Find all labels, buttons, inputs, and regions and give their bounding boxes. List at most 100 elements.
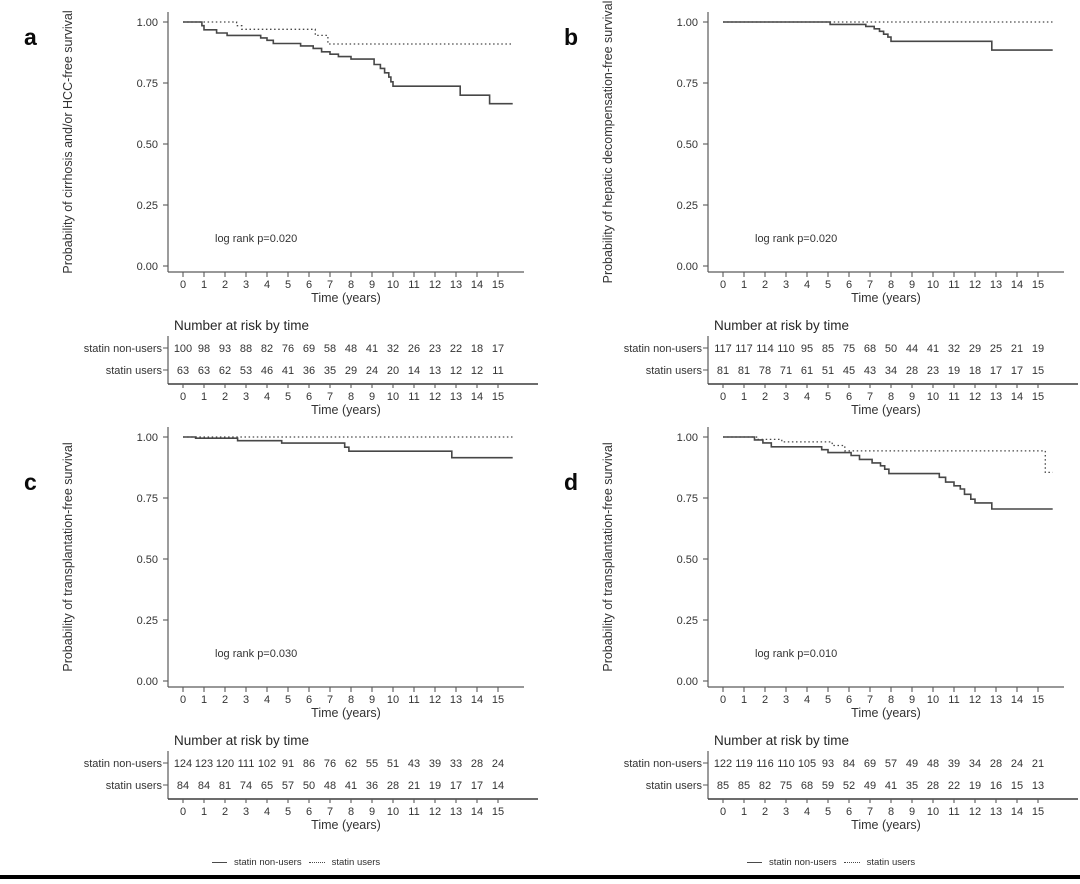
risk-count: 19	[969, 780, 981, 792]
risk-tick-label: 1	[741, 391, 747, 403]
risk-count: 19	[948, 365, 960, 377]
y-tick-label: 0.50	[677, 139, 698, 151]
x-tick-label: 5	[285, 694, 291, 706]
risk-tick-label: 15	[492, 391, 504, 403]
x-tick-label: 9	[369, 694, 375, 706]
risk-count: 41	[366, 343, 378, 355]
risk-count: 95	[801, 343, 813, 355]
x-tick-label: 6	[846, 694, 852, 706]
x-tick-label: 9	[369, 279, 375, 291]
risk-count: 17	[1011, 365, 1023, 377]
risk-count: 12	[450, 365, 462, 377]
risk-count: 18	[969, 365, 981, 377]
risk-tick-label: 8	[348, 391, 354, 403]
x-tick-label: 12	[429, 279, 441, 291]
y-tick-label: 0.75	[137, 493, 158, 505]
risk-count: 29	[345, 365, 357, 377]
risk-count: 69	[864, 758, 876, 770]
panel-a: a Probability of cirrhosis and/or HCC-fr…	[0, 0, 540, 418]
risk-count: 85	[822, 343, 834, 355]
risk-count: 28	[990, 758, 1002, 770]
risk-tick-label: 8	[348, 806, 354, 818]
risk-count: 32	[948, 343, 960, 355]
x-tick-label: 5	[825, 279, 831, 291]
y-tick-label: 0.75	[677, 78, 698, 90]
x-tick-label: 3	[783, 279, 789, 291]
risk-count: 19	[429, 780, 441, 792]
risk-count: 45	[843, 365, 855, 377]
risk-count: 12	[471, 365, 483, 377]
risk-count: 41	[927, 343, 939, 355]
risk-row-label: statin non-users	[624, 343, 703, 355]
risk-tick-label: 1	[201, 391, 207, 403]
y-tick-label: 0.25	[137, 615, 158, 627]
risk-count: 48	[927, 758, 939, 770]
risk-table-title: Number at risk by time	[714, 318, 849, 333]
risk-count: 81	[717, 365, 729, 377]
risk-tick-label: 9	[369, 391, 375, 403]
y-tick-label: 1.00	[137, 17, 158, 29]
risk-tick-label: 10	[927, 391, 939, 403]
x-tick-label: 0	[180, 279, 186, 291]
risk-tick-label: 15	[1032, 391, 1044, 403]
dotted-line-swatch	[308, 861, 325, 863]
risk-count: 124	[174, 758, 192, 770]
risk-count: 34	[885, 365, 897, 377]
legend-label-statin-non-users: statin non-users	[234, 856, 302, 868]
risk-tick-label: 7	[867, 391, 873, 403]
risk-x-axis-title: Time (years)	[851, 403, 921, 417]
risk-count: 25	[990, 343, 1002, 355]
risk-row-label: statin non-users	[84, 343, 163, 355]
risk-tick-label: 6	[306, 391, 312, 403]
x-tick-label: 11	[948, 694, 959, 706]
risk-x-axis-title: Time (years)	[311, 818, 381, 832]
y-tick-label: 1.00	[137, 432, 158, 444]
y-tick-label: 0.00	[677, 261, 698, 273]
risk-tick-label: 4	[804, 391, 810, 403]
risk-count: 48	[324, 780, 336, 792]
risk-count: 28	[471, 758, 483, 770]
risk-tick-label: 11	[948, 391, 959, 403]
x-tick-label: 8	[348, 279, 354, 291]
risk-table-title: Number at risk by time	[174, 733, 309, 748]
risk-count: 41	[282, 365, 294, 377]
risk-tick-label: 4	[804, 806, 810, 818]
risk-count: 50	[303, 780, 315, 792]
risk-tick-label: 15	[492, 806, 504, 818]
risk-tick-label: 13	[990, 391, 1002, 403]
risk-count: 36	[366, 780, 378, 792]
risk-count: 39	[948, 758, 960, 770]
risk-tick-label: 3	[783, 806, 789, 818]
panel-d: d Probability of transplantation-free su…	[540, 415, 1080, 833]
risk-tick-label: 0	[720, 391, 726, 403]
x-tick-label: 12	[969, 694, 981, 706]
x-tick-label: 1	[201, 694, 207, 706]
risk-count: 41	[885, 780, 897, 792]
risk-count: 69	[303, 343, 315, 355]
x-tick-label: 13	[450, 694, 462, 706]
risk-tick-label: 5	[825, 391, 831, 403]
risk-count: 19	[1032, 343, 1044, 355]
risk-count: 85	[738, 780, 750, 792]
panel-letter-a: a	[24, 24, 37, 50]
risk-count: 24	[1011, 758, 1023, 770]
x-tick-label: 4	[264, 694, 270, 706]
risk-tick-label: 6	[306, 806, 312, 818]
risk-tick-label: 2	[222, 806, 228, 818]
risk-count: 65	[261, 780, 273, 792]
risk-count: 50	[885, 343, 897, 355]
x-tick-label: 6	[306, 279, 312, 291]
x-tick-label: 1	[741, 694, 747, 706]
y-tick-label: 1.00	[677, 432, 698, 444]
risk-count: 75	[780, 780, 792, 792]
risk-count: 51	[822, 365, 834, 377]
risk-tick-label: 3	[243, 806, 249, 818]
risk-count: 28	[387, 780, 399, 792]
risk-count: 84	[198, 780, 210, 792]
risk-tick-label: 14	[471, 391, 483, 403]
x-tick-label: 11	[948, 279, 959, 291]
y-tick-label: 0.75	[677, 493, 698, 505]
risk-row-label: statin users	[106, 365, 163, 377]
panel-letter-c: c	[24, 469, 37, 495]
solid-line-swatch	[747, 861, 762, 863]
